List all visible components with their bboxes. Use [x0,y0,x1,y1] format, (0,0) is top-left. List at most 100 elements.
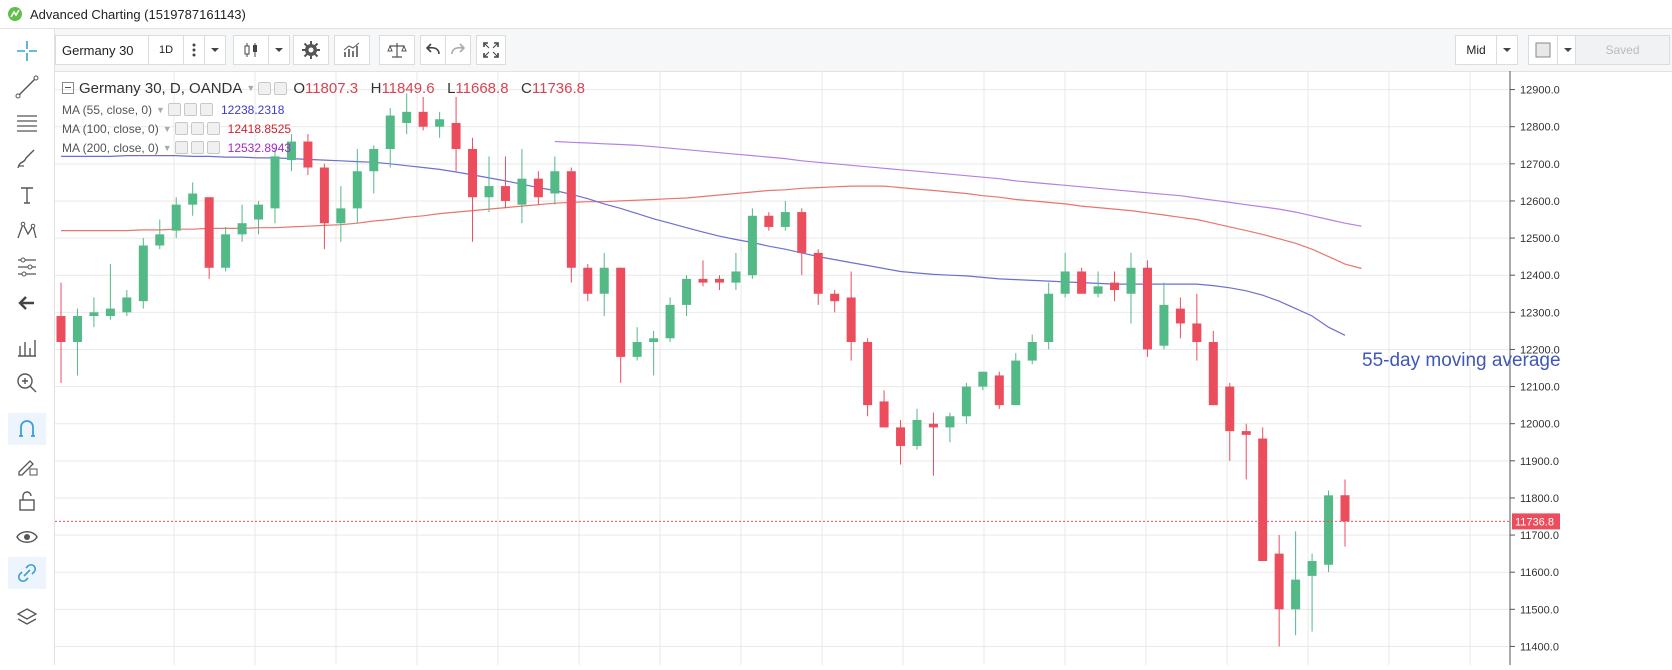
zoom-tool[interactable] [8,367,46,399]
candle-up [254,204,264,220]
layout-button[interactable] [1528,35,1558,65]
candle-up [385,115,395,149]
text-tool[interactable] [8,179,46,211]
indicators-button[interactable] [334,35,370,65]
interval-label: 1D [158,44,174,56]
gear-icon[interactable] [183,103,197,116]
candle-down [418,111,428,127]
undo-icon [425,43,440,55]
chevron-down-icon[interactable]: ▼ [162,142,172,153]
compare-button[interactable] [379,35,415,65]
chevron-down-icon [275,48,283,52]
candle-down [303,141,313,168]
chevron-down-icon[interactable]: ▼ [246,83,256,93]
candle-down [1225,386,1235,432]
eye-icon[interactable] [174,122,188,135]
collapse-legend-icon[interactable] [62,82,74,94]
candle-down [1274,553,1284,610]
candle-down [1340,495,1350,522]
chart-style-button[interactable] [233,35,269,65]
eye-icon[interactable] [167,103,181,116]
layers-tool[interactable] [8,601,46,633]
candle-up [978,371,988,387]
undo-button[interactable] [420,35,446,65]
candle-up [1126,267,1136,294]
candle-up [1011,360,1021,406]
close-icon[interactable] [206,122,220,135]
candle-up [336,208,346,224]
trend-line-tool[interactable] [8,71,46,103]
measure-tool[interactable] [8,331,46,363]
y-tick-label: 12700.0 [1520,159,1560,171]
candle-down [1077,271,1087,294]
gear-icon[interactable] [190,141,204,154]
candle-up [1291,579,1301,610]
candle-up [731,271,741,283]
y-tick-label: 12100.0 [1520,382,1560,394]
redo-icon [451,43,466,55]
chart-annotation[interactable]: 55-day moving average [1362,350,1561,371]
ma55-line [61,155,1346,336]
price-chart[interactable]: 12900.0 12800.0 12700.0 12600.0 12500.0 12400… [55,71,1672,665]
app-logo-icon [8,7,22,21]
candle-up [945,416,955,428]
prediction-tool[interactable] [8,251,46,283]
magnet-tool[interactable] [8,413,46,445]
ma100-legend: MA (100, close, 0) ▼ 12418.8525 [62,119,585,138]
y-tick-label: 11700.0 [1520,530,1559,542]
candle-down [896,427,906,446]
candle-down [994,375,1004,406]
candle-up [665,304,675,339]
eye-icon[interactable] [258,81,272,95]
window-title: Advanced Charting (1519787161143) [30,6,246,22]
visibility-tool[interactable] [8,521,46,553]
chevron-down-icon[interactable]: ▼ [162,123,172,134]
settings-button[interactable] [293,35,329,65]
candle-down [813,252,823,294]
trend-line-icon [15,75,39,99]
series-title: Germany 30, D, OANDA [79,79,243,97]
crosshair-tool[interactable] [8,35,46,67]
candle-down [56,316,66,343]
link-icon [17,563,37,583]
chart-style-dropdown[interactable] [268,35,290,65]
close-icon[interactable] [199,103,213,116]
symbol-search-button[interactable]: Germany 30 [55,35,149,65]
redo-button[interactable] [445,35,471,65]
interval-more-button[interactable] [183,35,205,65]
candle-down [714,278,724,283]
candle-up [89,312,99,317]
candle-up [912,419,922,446]
link-tool[interactable] [8,557,46,589]
candle-up [484,186,494,198]
candle-down [830,293,840,302]
scales-icon [387,43,407,58]
fib-tool[interactable] [8,107,46,139]
interval-dropdown[interactable] [204,35,226,65]
candle-down [451,122,461,149]
back-tool[interactable] [8,287,46,319]
y-tick-label: 12000.0 [1520,419,1560,431]
gear-icon[interactable] [274,81,288,95]
price-type-button[interactable]: Mid [1455,35,1497,65]
candle-down [846,297,856,343]
measure-icon [18,340,36,357]
eye-icon[interactable] [174,141,188,154]
gear-icon[interactable] [190,122,204,135]
candle-up [1044,293,1054,343]
interval-button[interactable]: 1D [148,35,184,65]
candle-up [961,386,971,417]
chart-pane[interactable]: 12900.0 12800.0 12700.0 12600.0 12500.0 12400… [55,71,1672,665]
price-type-dropdown[interactable] [1496,35,1518,65]
chevron-down-icon[interactable]: ▼ [156,104,165,115]
close-icon[interactable] [206,141,220,154]
drawing-toolbar [0,29,55,665]
candle-up [188,193,198,205]
pattern-tool[interactable] [8,215,46,247]
fullscreen-button[interactable] [476,35,506,65]
saved-button[interactable]: Saved [1575,35,1670,65]
lock-tool[interactable] [8,485,46,517]
brush-tool[interactable] [8,143,46,175]
lock-drawing-tool[interactable] [8,449,46,481]
candle-down [1192,323,1202,343]
